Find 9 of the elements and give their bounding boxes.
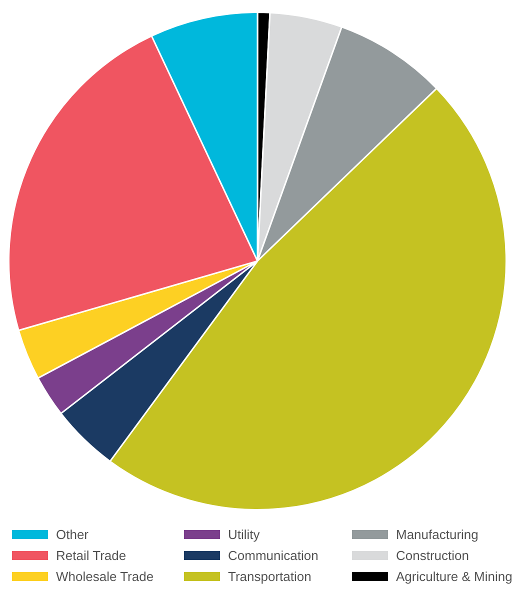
legend-label: Agriculture & Mining — [396, 569, 512, 584]
legend-label: Wholesale Trade — [56, 569, 154, 584]
legend-label: Communication — [228, 548, 318, 563]
legend-label: Retail Trade — [56, 548, 126, 563]
legend-label: Manufacturing — [396, 527, 478, 542]
legend-label: Other — [56, 527, 89, 542]
legend-label: Construction — [396, 548, 469, 563]
legend-label: Utility — [228, 527, 260, 542]
legend-label: Transportation — [228, 569, 312, 584]
